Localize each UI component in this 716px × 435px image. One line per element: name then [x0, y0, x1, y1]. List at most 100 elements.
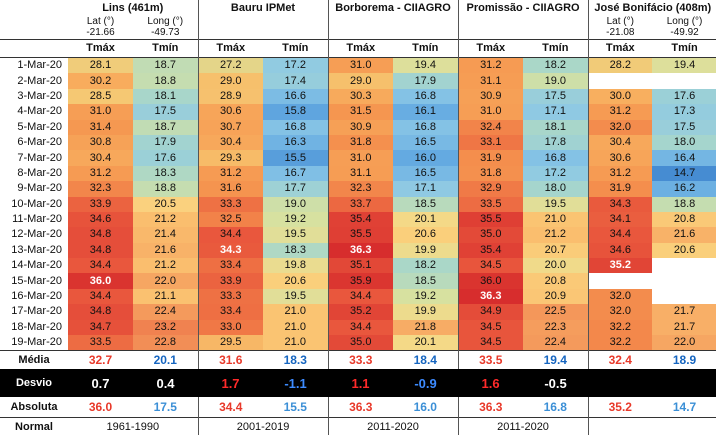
long-label — [263, 16, 328, 27]
tmax-cell: 36.0 — [457, 273, 524, 289]
tmin-cell: 20.0 — [523, 258, 589, 274]
table-row: 13-Mar-20 34.8 21.6 34.3 18.3 36.3 19.9 35.4 20.… — [0, 242, 716, 259]
media-value: 33.5 — [457, 350, 524, 370]
tmin-cell: 16.1 — [393, 104, 459, 120]
absoluta-value: 36.0 — [88, 400, 113, 415]
tmin-cell: 18.0 — [523, 181, 589, 197]
media-value: 31.6 — [197, 350, 264, 370]
tmin-cell: 21.8 — [393, 319, 459, 336]
station-name: Promissão - CIIAGRO — [457, 0, 589, 16]
tmin-cell: 19.4 — [393, 57, 459, 74]
lat-label: Lat (°) — [86, 16, 115, 27]
tmax-cell: 29.5 — [197, 335, 264, 351]
desvio-value: 1.6 — [458, 369, 524, 398]
lat-value — [327, 27, 394, 40]
tmin-cell: 18.8 — [133, 73, 199, 89]
desvio-label: Desvio — [0, 369, 68, 398]
tmax-cell: 34.8 — [68, 242, 133, 259]
date-cell: 6-Mar-20 — [17, 136, 62, 149]
desvio-value — [588, 369, 653, 398]
date-cell: 5-Mar-20 — [17, 120, 62, 133]
normal-period: 2011-2020 — [457, 417, 589, 435]
tmin-cell: 15.8 — [263, 104, 329, 120]
tmax-cell: 28.1 — [68, 57, 133, 74]
tmax-cell: 32.2 — [587, 335, 653, 351]
tmin-cell: 19.5 — [523, 196, 589, 212]
tmin-cell: 16.8 — [523, 150, 589, 166]
tmin-cell: 18.3 — [263, 242, 329, 259]
tmax-cell: 35.2 — [327, 304, 394, 320]
tmin-cell: 17.3 — [652, 104, 716, 120]
date-cell: 8-Mar-20 — [17, 166, 62, 179]
tmax-cell: 31.0 — [457, 104, 524, 120]
tmin-cell: 22.8 — [133, 335, 199, 351]
station-header-row: Lins (461m) Bauru IPMet Borborema - CIIAGR… — [0, 0, 716, 16]
tmax-cell: 33.1 — [457, 134, 524, 151]
desvio-value: 1.7 — [198, 369, 264, 398]
tmin-cell: 17.8 — [523, 134, 589, 151]
tmax-cell: 34.9 — [457, 304, 524, 320]
tmin-cell: 20.1 — [393, 335, 459, 351]
tmax-cell: 36.0 — [68, 273, 133, 289]
tmax-cell: 30.4 — [587, 134, 653, 151]
tmin-cell: 19.0 — [263, 196, 329, 212]
table-row: 5-Mar-20 31.4 18.7 30.7 16.8 30.9 16.8 32.4 18.1… — [0, 119, 716, 135]
tmin-cell: 20.7 — [523, 242, 589, 259]
tmax-cell: 29.3 — [197, 150, 264, 166]
tmin-cell: 22.5 — [523, 304, 589, 320]
table-row: 12-Mar-20 34.8 21.4 34.4 19.5 35.5 20.6 35.0 21.… — [0, 227, 716, 243]
tmax-cell: 34.5 — [457, 335, 524, 351]
absoluta-value: 16.8 — [543, 400, 567, 415]
tmin-cell: 20.6 — [263, 273, 329, 289]
tmax-cell: 34.8 — [68, 227, 133, 243]
tmax-cell: 31.0 — [327, 150, 394, 166]
lat-label — [457, 16, 524, 27]
tmin-cell — [652, 288, 716, 305]
tmax-cell: 28.5 — [68, 88, 133, 105]
absoluta-value: 34.4 — [197, 397, 264, 418]
desvio-value: 0.4 — [133, 369, 199, 398]
tmin-cell: 20.6 — [652, 242, 716, 259]
tmax-cell: 30.6 — [197, 104, 264, 120]
tmax-cell: 36.3 — [327, 242, 394, 259]
tmin-header: Tmín — [542, 42, 569, 54]
tmax-cell: 30.9 — [457, 88, 524, 105]
tmax-cell: 35.9 — [327, 273, 394, 289]
lat-value — [457, 27, 524, 40]
tmax-header: Tmáx — [587, 39, 653, 58]
date-cell: 19-Mar-20 — [11, 336, 62, 349]
tmax-cell: 32.0 — [587, 288, 653, 305]
tmin-cell: 17.5 — [652, 119, 716, 135]
tmin-cell: 19.9 — [393, 304, 459, 320]
table-row: 14-Mar-20 34.4 21.2 33.4 19.8 35.1 18.2 34.5 20.… — [0, 258, 716, 274]
media-value: 18.3 — [283, 353, 307, 368]
table-row: 9-Mar-20 32.3 18.8 31.6 17.7 32.3 17.1 32.9 18.0… — [0, 181, 716, 197]
tmax-cell: 32.9 — [457, 181, 524, 197]
table-row: 18-Mar-20 34.7 23.2 33.0 21.0 34.4 21.8 34.5 22.… — [0, 319, 716, 336]
tmax-cell: 34.3 — [587, 196, 653, 212]
date-cell: 16-Mar-20 — [11, 290, 62, 303]
tmax-cell: 30.4 — [68, 150, 133, 166]
desvio-value: -1.1 — [263, 369, 329, 398]
tmax-cell: 33.9 — [68, 196, 133, 212]
tmin-header: Tmín — [282, 42, 309, 54]
tmin-cell: 22.4 — [523, 335, 589, 351]
date-cell: 18-Mar-20 — [11, 320, 62, 333]
long-label — [393, 16, 458, 27]
tmax-cell: 32.3 — [327, 181, 394, 197]
absoluta-value: 16.0 — [413, 400, 437, 415]
station-name: Borborema - CIIAGRO — [327, 0, 459, 16]
desvio-value: -0.5 — [523, 369, 589, 398]
tmax-cell: 34.4 — [68, 258, 133, 274]
long-label: Long (°) — [666, 16, 703, 27]
tmin-cell: 16.5 — [393, 165, 459, 182]
media-value: 20.1 — [153, 353, 177, 368]
tmax-cell: 35.2 — [587, 258, 653, 274]
tmax-cell: 34.5 — [457, 319, 524, 336]
tmax-cell: 36.3 — [457, 288, 524, 305]
table-row: 8-Mar-20 31.2 18.3 31.2 16.7 31.1 16.5 31.8 17.2… — [0, 165, 716, 182]
station-name: Lins (461m) — [102, 2, 164, 14]
tmax-cell: 31.2 — [197, 165, 264, 182]
tmax-cell: 31.2 — [587, 165, 653, 182]
tmin-cell: 16.0 — [393, 150, 459, 166]
